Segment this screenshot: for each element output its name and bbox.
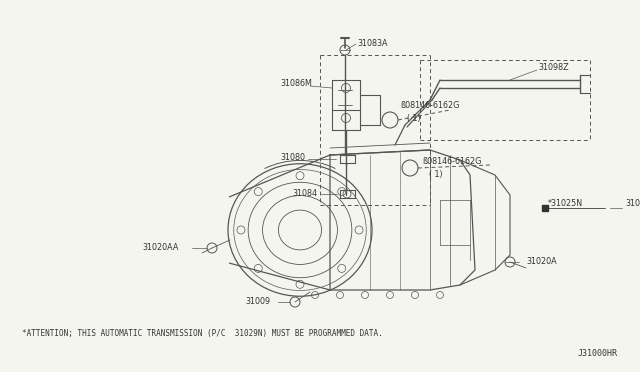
Text: 31084: 31084 [292,189,317,198]
Text: ( 1): ( 1) [407,113,420,122]
Text: 31020: 31020 [625,199,640,208]
Text: 31098Z: 31098Z [538,64,568,73]
Circle shape [402,160,418,176]
Text: 31020AA: 31020AA [142,244,179,253]
Text: ß08146-6162G: ß08146-6162G [422,157,481,167]
Text: ß08146-6162G: ß08146-6162G [400,102,460,110]
Text: B: B [388,118,392,122]
Text: 31009: 31009 [245,298,270,307]
Text: 31020A: 31020A [526,257,557,266]
Text: 31083A: 31083A [357,39,387,48]
Text: B: B [408,166,412,170]
Circle shape [382,112,398,128]
Text: J31000HR: J31000HR [578,349,618,358]
Text: 31080: 31080 [280,153,305,161]
Text: ( 1): ( 1) [429,170,443,179]
Text: *31025N: *31025N [548,199,583,208]
Text: *ATTENTION; THIS AUTOMATIC TRANSMISSION (P/C  31029N) MUST BE PROGRAMMED DATA.: *ATTENTION; THIS AUTOMATIC TRANSMISSION … [22,329,383,338]
Text: 31086M: 31086M [280,78,312,87]
